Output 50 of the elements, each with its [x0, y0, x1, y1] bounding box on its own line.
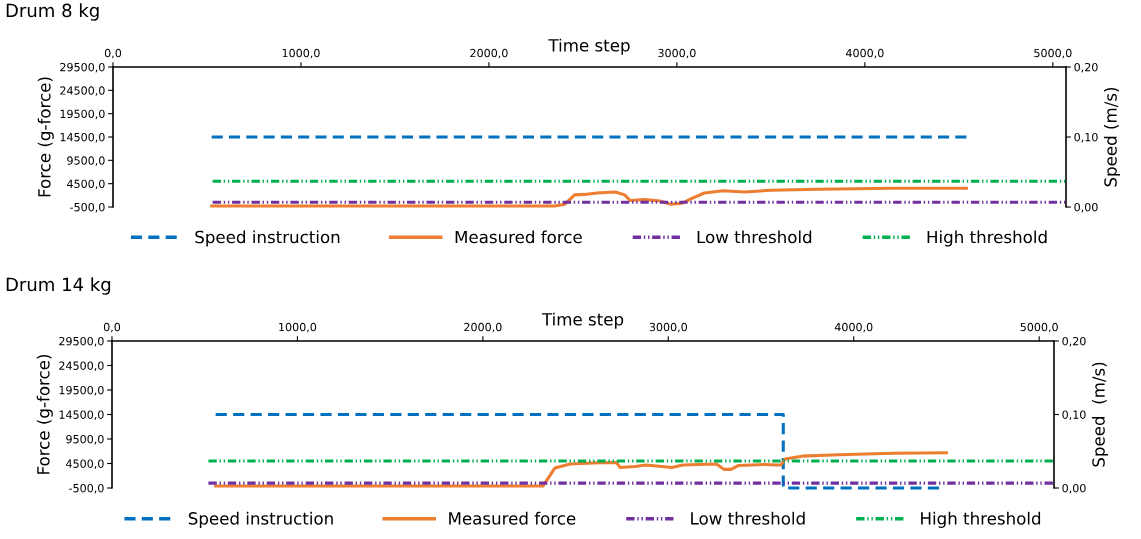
y-tick-label: 19500,0	[60, 109, 105, 120]
y-axis-title: Force (g-force)	[36, 354, 53, 474]
y-tick-label: 4500,0	[66, 459, 104, 470]
y-tick-label: 19500,0	[59, 385, 104, 396]
y-axis-title: Force (g-force)	[37, 77, 54, 197]
legend-label: Measured force	[449, 511, 576, 525]
y2-tick-label: 0,00	[1074, 202, 1098, 213]
y-tick-label: 9500,0	[67, 156, 105, 166]
legend-label: Low threshold	[691, 511, 805, 525]
y2-tick-label: 0,20	[1062, 336, 1086, 347]
x-tick-label: 4000,0	[834, 322, 873, 333]
y-tick-label: 14500,0	[59, 410, 104, 421]
x-tick-label: 5000,0	[1034, 48, 1072, 59]
legend-label: Speed instruction	[188, 511, 333, 528]
x-tick-label: 5000,0	[1020, 322, 1058, 333]
y-tick-label: -500,0	[69, 483, 104, 494]
x-tick-label: 1000,0	[279, 322, 317, 333]
y2-tick-label: 0,20	[1074, 62, 1098, 73]
legend-label: Speed instruction	[195, 230, 340, 247]
chart-title: Drum 14 kg	[6, 277, 111, 295]
x-tick-label: 3000,0	[649, 322, 687, 333]
y-tick-label: 24500,0	[59, 361, 104, 372]
x-tick-label: 1000,0	[282, 48, 320, 59]
x-tick-label: 2000,0	[464, 322, 502, 333]
x-tick-label: 0,0	[104, 48, 122, 59]
y-tick-label: 14500,0	[60, 132, 105, 143]
line-series	[210, 186, 968, 208]
y-tick-label: 29500,0	[60, 62, 105, 73]
x-tick-label: 3000,0	[658, 48, 696, 59]
y2-tick-label: 0,00	[1062, 483, 1086, 494]
legend-label: High threshold	[927, 230, 1047, 247]
x-tick-label: 2000,0	[470, 48, 508, 59]
x-axis-title: Time step	[541, 312, 624, 329]
legend-label: Measured force	[455, 230, 582, 244]
y-tick-label: -500,0	[70, 202, 105, 213]
x-tick-label: 4000,0	[845, 48, 884, 59]
y-tick-label: 29500,0	[59, 336, 104, 347]
y-tick-label: 9500,0	[66, 434, 104, 445]
y2-tick-label: 0,10	[1062, 410, 1086, 421]
y-tick-label: 24500,0	[60, 86, 105, 96]
chart-title: Drum 8 kg	[6, 3, 99, 21]
legend-label: Low threshold	[697, 230, 812, 244]
y-tick-label: 4500,0	[67, 179, 105, 190]
y2-axis-title: Speed (m/s)	[1103, 87, 1121, 187]
y2-tick-label: 0,10	[1074, 132, 1098, 143]
legend-label: High threshold	[921, 511, 1041, 528]
y2-axis-title: Speed (m/s)	[1091, 362, 1109, 467]
line-series	[214, 451, 948, 488]
x-axis-title: Time step	[548, 38, 630, 55]
x-tick-label: 0,0	[103, 322, 121, 333]
